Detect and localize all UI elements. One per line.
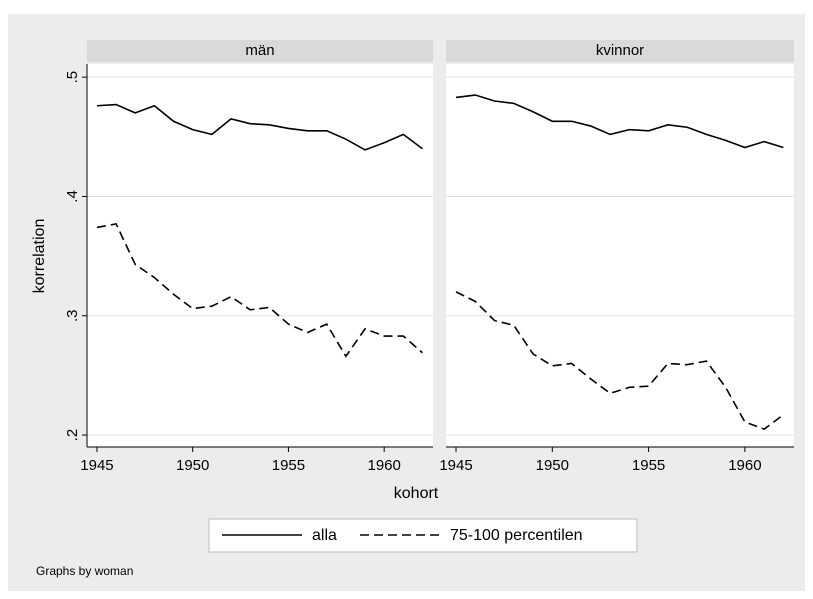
y-tick-label: .2 (64, 429, 81, 442)
series-line (455, 94, 784, 149)
series-line (96, 103, 423, 151)
x-tick-label: 1945 (80, 457, 113, 474)
series-line (96, 222, 423, 358)
note: Graphs by woman (36, 564, 133, 578)
x-tick-label: 1955 (632, 457, 665, 474)
panel-title: män (245, 42, 274, 59)
x-tick-label: 1960 (367, 457, 400, 474)
strip (87, 40, 433, 62)
y-tick-label: .3 (64, 309, 81, 322)
y-axis-label: korrelation (31, 219, 48, 294)
x-tick-label: 1960 (728, 457, 761, 474)
panel-title: kvinnor (596, 42, 644, 59)
plot-area (87, 64, 433, 447)
strip (446, 40, 794, 62)
x-axis-label: kohort (394, 485, 439, 502)
y-tick-label: .5 (64, 71, 81, 84)
y-tick-label: .4 (64, 190, 81, 203)
x-tick-label: 1955 (272, 457, 305, 474)
x-tick-label: 1950 (176, 457, 209, 474)
x-tick-label: 1945 (439, 457, 472, 474)
x-tick-label: 1950 (536, 457, 569, 474)
legend-label: 75-100 percentilen (450, 527, 583, 544)
plot-area (446, 64, 794, 447)
series-line (455, 291, 784, 431)
legend-label: alla (312, 527, 337, 544)
